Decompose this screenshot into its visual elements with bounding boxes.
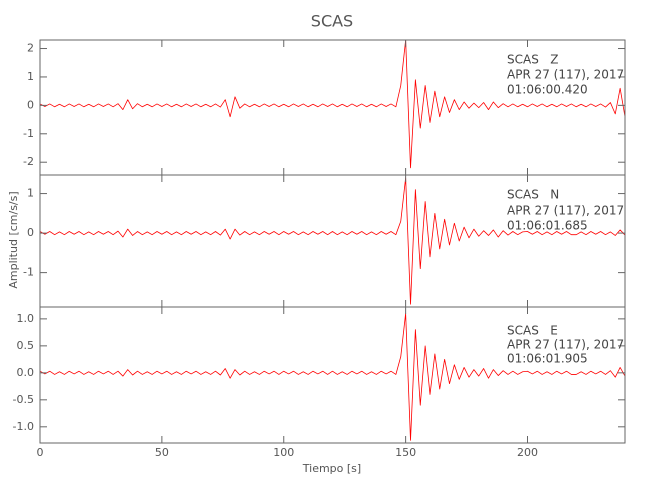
y-tick-label: -0.5 [13,393,34,406]
panel-frame [39,306,626,444]
chart-title: SCAS [311,12,353,31]
x-axis-label: Tiempo [s] [302,462,361,475]
y-tick-label: -1 [23,127,34,140]
y-axis-label: Amplitud [cm/s/s] [7,191,20,288]
station-annotation: APR 27 (117), 2017 [507,338,624,352]
y-tick-label: -1.0 [13,420,34,433]
x-tick-label: 200 [517,446,538,459]
y-tick-label: 0 [27,226,34,239]
y-tick-label: 1 [27,70,34,83]
station-annotation: APR 27 (117), 2017 [507,68,624,82]
waveform [39,313,626,441]
station-annotation: SCAS E [507,324,558,338]
x-tick-label: 150 [395,446,416,459]
station-annotation: 01:06:01.685 [507,219,588,233]
y-tick-label: 0.5 [17,339,35,352]
y-tick-label: -2 [23,155,34,168]
station-annotation: 01:06:00.420 [507,83,588,97]
waveform [39,39,626,169]
x-tick-label: 50 [155,446,169,459]
x-tick-label: 0 [37,446,44,459]
y-tick-label: 1 [27,187,34,200]
station-annotation: APR 27 (117), 2017 [507,204,624,218]
y-tick-label: 0.0 [17,366,35,379]
y-tick-label: 0 [27,98,34,111]
x-tick-label: 100 [273,446,294,459]
y-tick-label: 2 [27,42,34,55]
station-annotation: SCAS Z [507,53,559,67]
station-annotation: SCAS N [507,188,559,202]
waveform [39,177,626,305]
station-annotation: 01:06:01.905 [507,352,588,366]
y-tick-label: 1.0 [17,312,35,325]
y-tick-label: -1 [23,266,34,279]
